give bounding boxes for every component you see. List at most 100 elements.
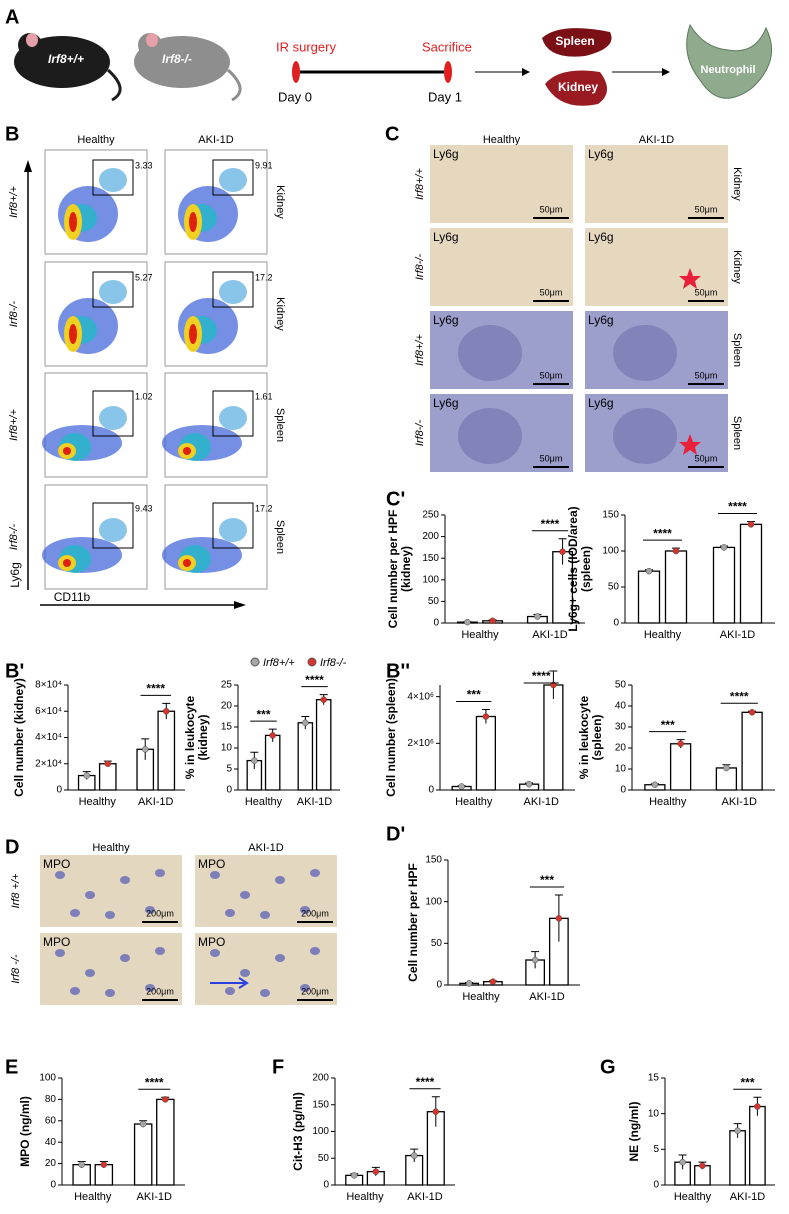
x-tick-label: Healthy [644, 629, 682, 641]
y-tick-label: 6×10⁴ [35, 706, 62, 717]
y-tick-label: 15 [221, 722, 233, 733]
mean-dot [559, 548, 566, 555]
star [679, 268, 701, 289]
gate [92, 159, 134, 196]
y-tick-label: 30 [615, 722, 627, 733]
scale-label: 50μm [695, 453, 718, 463]
density [183, 559, 191, 567]
y-axis-title: (kidney) [399, 546, 413, 592]
x-tick-label: AKI-1D [529, 991, 565, 1003]
density [99, 280, 127, 304]
nucleus [85, 969, 95, 977]
row-tissue: Spleen [274, 408, 286, 442]
mean-dot [139, 1120, 147, 1128]
significance-label: *** [540, 873, 554, 887]
gate-value: 9.91 [255, 160, 273, 170]
mean-dot [350, 1172, 358, 1179]
mean-dot [162, 1096, 169, 1103]
significance-label: **** [416, 1075, 435, 1089]
star [679, 434, 701, 455]
y-axis-title: NE (ng/ml) [627, 1102, 641, 1162]
density [219, 280, 247, 304]
y-tick-label: 150 [312, 1099, 329, 1110]
y-axis-title: MPO (ng/ml) [18, 1096, 32, 1167]
column-title: Healthy [92, 842, 130, 854]
bar [133, 1123, 153, 1186]
nucleus [210, 949, 220, 957]
row-tissue: Spleen [274, 520, 286, 554]
y-tick-label: 20 [45, 1158, 57, 1169]
gate [92, 271, 134, 308]
x-tick-label: Healthy [461, 629, 499, 641]
legend-swatch [250, 657, 260, 667]
mean-dot [465, 980, 473, 987]
y-axis-title: Ly6g+ cells (IOD/area) [566, 506, 580, 631]
bar [156, 1098, 175, 1186]
y-tick-label: 0 [620, 785, 626, 796]
row-genotype: Irf8-/- [8, 301, 20, 328]
stain-label: Ly6g [588, 147, 614, 161]
mean-dot [163, 708, 170, 715]
y-tick-label: 10 [615, 764, 627, 775]
mean-dot [482, 713, 490, 720]
bar [98, 763, 117, 791]
mean-dot [672, 547, 680, 555]
nucleus [225, 987, 235, 995]
day-label: Day 1 [428, 89, 462, 104]
y-tick-label: 0 [56, 785, 62, 796]
row-genotype: Irf8+/+ [414, 334, 426, 366]
cell-label: Neutrophil [701, 64, 756, 76]
y-axis-title: Cell number (kidney) [12, 678, 26, 797]
legend-swatch [307, 657, 317, 667]
y-axis-title: % in leukocyte [577, 696, 591, 780]
bar [712, 546, 736, 624]
y-tick-label: 100 [602, 546, 619, 557]
significance-label: *** [256, 707, 270, 721]
y-tick-label: 0 [323, 1180, 329, 1191]
bar [475, 715, 497, 791]
flow-plot [44, 372, 148, 478]
scale-label: 50μm [540, 204, 563, 214]
bar [264, 734, 281, 791]
y-tick-label: 2×10⁶ [407, 738, 434, 749]
follicle [458, 325, 522, 381]
y-tick-label: 10 [648, 1108, 660, 1119]
schema-art [14, 23, 773, 106]
scale-label: 50μm [540, 287, 563, 297]
scale-label: 50μm [695, 370, 718, 380]
scale-label: 200μm [301, 986, 329, 996]
bar [729, 1130, 746, 1186]
density [99, 168, 127, 192]
mean-dot [251, 757, 258, 764]
legend-label: Irf8-/- [320, 657, 347, 669]
x-tick-label: Healthy [245, 796, 283, 808]
y-tick-label: 4×10⁴ [35, 732, 62, 743]
y-tick-label: 60 [45, 1115, 57, 1126]
significance-label: **** [145, 1075, 164, 1089]
scale-label: 200μm [146, 986, 174, 996]
y-tick-label: 0 [653, 1180, 659, 1191]
micrograph [430, 145, 573, 223]
mouse-label: Irf8+/+ [48, 52, 84, 66]
significance-label: **** [728, 500, 747, 514]
follicle [613, 408, 677, 464]
row-genotype: Irf8-/- [414, 254, 426, 281]
stain-label: Ly6g [588, 230, 614, 244]
panel-letter: E [5, 1056, 18, 1078]
nucleus [145, 906, 155, 914]
panel-letter: C' [386, 488, 405, 510]
row-tissue: Kidney [274, 297, 286, 331]
y-tick-label: 100 [425, 896, 442, 907]
mean-dot [651, 781, 659, 788]
y-tick-label: 40 [45, 1137, 57, 1148]
day-label: Day 0 [278, 89, 312, 104]
stain-label: Ly6g [588, 396, 614, 410]
y-axis-title: (kidney) [196, 714, 210, 760]
scale-label: 200μm [146, 908, 174, 918]
x-tick-label: AKI-1D [532, 629, 568, 641]
mean-dot [748, 709, 756, 716]
panel-letter: A [5, 6, 19, 28]
x-tick-label: AKI-1D [722, 796, 758, 808]
y-tick-label: 50 [615, 680, 627, 691]
mean-dot [372, 1168, 380, 1175]
